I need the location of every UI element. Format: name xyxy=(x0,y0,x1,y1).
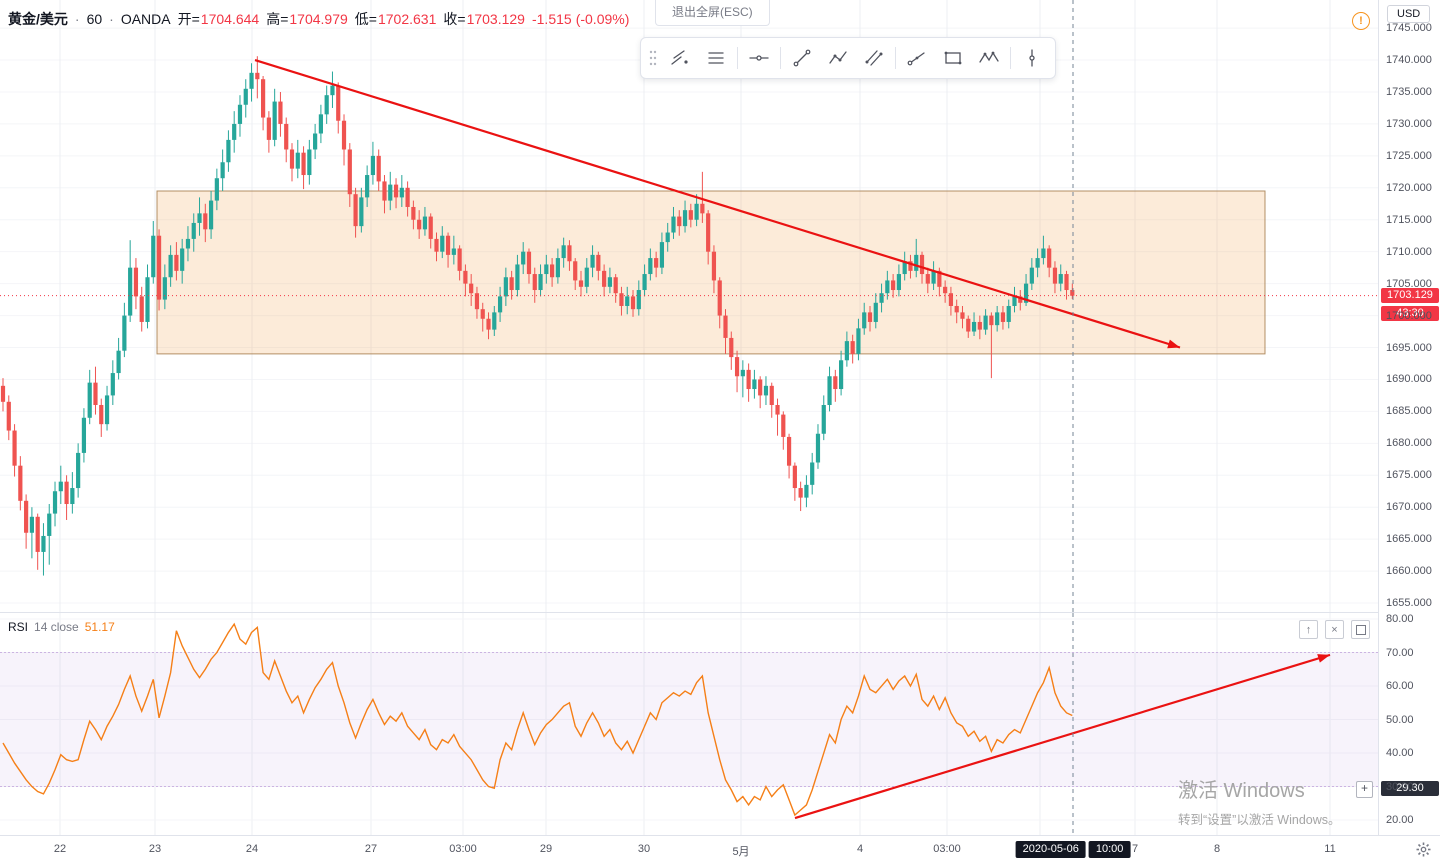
separator: · xyxy=(74,11,80,27)
maximize-glyph xyxy=(1355,624,1366,635)
time-axis-label: 29 xyxy=(539,843,553,855)
rsi-pane-canvas[interactable] xyxy=(0,613,1378,835)
price-axis-label: 1685.000 xyxy=(1386,405,1432,418)
main-chart-canvas[interactable] xyxy=(0,0,1378,612)
rsi-axis-label: 70.00 xyxy=(1386,646,1414,659)
price-axis-label: 1715.000 xyxy=(1386,213,1432,226)
exchange-label[interactable]: OANDA xyxy=(120,11,171,27)
tool-parallel-channel-icon[interactable] xyxy=(857,41,891,75)
price-axis[interactable]: USD 1703.129 43:30 29.30 1745.000 1740.00… xyxy=(1378,0,1440,835)
last-price-badge: 1703.129 xyxy=(1381,287,1439,303)
price-axis-label: 1695.000 xyxy=(1386,341,1432,354)
close-indicator-icon[interactable]: × xyxy=(1325,620,1344,639)
low-label: 低= xyxy=(354,11,377,27)
open-value: 1704.644 xyxy=(200,11,260,27)
price-axis-label: 1660.000 xyxy=(1386,565,1432,578)
price-axis-label: 1710.000 xyxy=(1386,245,1432,258)
price-axis-label: 1670.000 xyxy=(1386,501,1432,514)
rsi-value: 51.17 xyxy=(84,620,115,634)
time-axis[interactable]: 2020-05-06 10:00 22 23 24 27 03:00 29 30 5月 4 03:… xyxy=(0,835,1440,863)
symbol-name[interactable]: 黄金/美元 xyxy=(8,11,68,27)
time-axis-label: 4 xyxy=(856,843,864,855)
tool-xabcd-pattern-icon[interactable] xyxy=(972,41,1006,75)
toolbar-drag-handle-icon[interactable] xyxy=(647,41,659,75)
toolbar-divider xyxy=(895,47,896,69)
price-axis-label: 1700.000 xyxy=(1386,309,1432,322)
time-axis-label: 30 xyxy=(637,843,651,855)
tool-rectangle-icon[interactable] xyxy=(936,41,970,75)
change-percent: (-0.09%) xyxy=(575,11,630,27)
price-axis-label: 1725.000 xyxy=(1386,149,1432,162)
rsi-band-value-badge: 29.30 xyxy=(1381,780,1439,796)
toolbar-divider xyxy=(1010,47,1011,69)
change-value: -1.515 xyxy=(531,11,572,27)
price-axis-label: 1735.000 xyxy=(1386,85,1432,98)
toolbar-divider xyxy=(737,47,738,69)
symbol-legend: 黄金/美元 · 60 · OANDA 开= 1704.644 高= 1704.979… xyxy=(8,9,629,29)
rsi-pane-buttons: ↑ × xyxy=(1299,620,1370,639)
low-value: 1702.631 xyxy=(377,11,437,27)
crosshair-date: 2020-05-06 xyxy=(1015,841,1086,858)
rsi-axis-label: 60.00 xyxy=(1386,680,1414,693)
price-axis-label: 1680.000 xyxy=(1386,437,1432,450)
time-axis-label: 8 xyxy=(1213,843,1221,855)
price-axis-label: 1720.000 xyxy=(1386,181,1432,194)
tool-ray-icon[interactable] xyxy=(900,41,934,75)
price-axis-label: 1665.000 xyxy=(1386,533,1432,546)
tool-vertical-line-icon[interactable] xyxy=(1015,41,1049,75)
toolbar-divider xyxy=(780,47,781,69)
price-axis-label: 1675.000 xyxy=(1386,469,1432,482)
rsi-legend: RSI 14 close 51.17 xyxy=(8,620,115,634)
tool-trend-line-icon[interactable] xyxy=(785,41,819,75)
rsi-params: 14 close xyxy=(34,620,79,634)
price-axis-label: 1740.000 xyxy=(1386,54,1432,67)
currency-badge[interactable]: USD xyxy=(1387,5,1431,23)
time-axis-label: 23 xyxy=(148,843,162,855)
open-label: 开= xyxy=(177,11,200,27)
price-axis-label: 1705.000 xyxy=(1386,277,1432,290)
pane-divider[interactable] xyxy=(0,612,1378,613)
move-pane-up-icon[interactable]: ↑ xyxy=(1299,620,1318,639)
drawing-toolbar xyxy=(640,37,1056,79)
tool-polyline-icon[interactable] xyxy=(821,41,855,75)
settings-gear-icon[interactable] xyxy=(1414,840,1432,858)
crosshair-time: 10:00 xyxy=(1088,841,1131,858)
rsi-axis-label: 40.00 xyxy=(1386,747,1414,760)
separator: · xyxy=(109,11,114,27)
tool-line-tools-icon[interactable] xyxy=(663,41,697,75)
high-value: 1704.979 xyxy=(289,11,348,27)
plus-icon[interactable]: + xyxy=(1356,780,1373,798)
bar-countdown-badge: 43:30 xyxy=(1381,305,1439,321)
price-axis-label: 1655.000 xyxy=(1386,597,1432,610)
tool-horizontal-line-icon[interactable] xyxy=(742,41,776,75)
interval-label[interactable]: 60 xyxy=(86,11,103,27)
time-axis-label: 11 xyxy=(1324,843,1336,855)
price-axis-label: 1730.000 xyxy=(1386,117,1432,130)
time-axis-label: 27 xyxy=(364,843,378,855)
exit-fullscreen-button[interactable]: 退出全屏(ESC) xyxy=(655,0,770,26)
time-axis-label: 7 xyxy=(1131,843,1139,855)
high-label: 高= xyxy=(266,11,289,27)
crosshair-time-badge: 2020-05-06 10:00 xyxy=(1015,841,1131,858)
rsi-axis-label: 20.00 xyxy=(1386,814,1414,827)
maximize-pane-icon[interactable] xyxy=(1351,620,1370,639)
warning-alert-icon[interactable]: ! xyxy=(1352,12,1370,30)
price-axis-label: 1745.000 xyxy=(1386,22,1432,35)
rsi-axis-label: 30.00 xyxy=(1386,780,1414,793)
time-axis-label: 03:00 xyxy=(449,843,477,855)
time-axis-label: 03:00 xyxy=(933,843,961,855)
close-label: 收= xyxy=(443,11,466,27)
rsi-axis-label: 80.00 xyxy=(1386,613,1414,626)
time-axis-label: 5月 xyxy=(732,846,750,858)
price-axis-label: 1690.000 xyxy=(1386,373,1432,386)
close-value: 1703.129 xyxy=(466,11,525,27)
rsi-title[interactable]: RSI xyxy=(8,620,29,634)
time-axis-label: 24 xyxy=(245,843,259,855)
rsi-axis-label: 50.00 xyxy=(1386,713,1414,726)
tool-horizontal-lines-icon[interactable] xyxy=(699,41,733,75)
time-axis-label: 22 xyxy=(53,843,67,855)
